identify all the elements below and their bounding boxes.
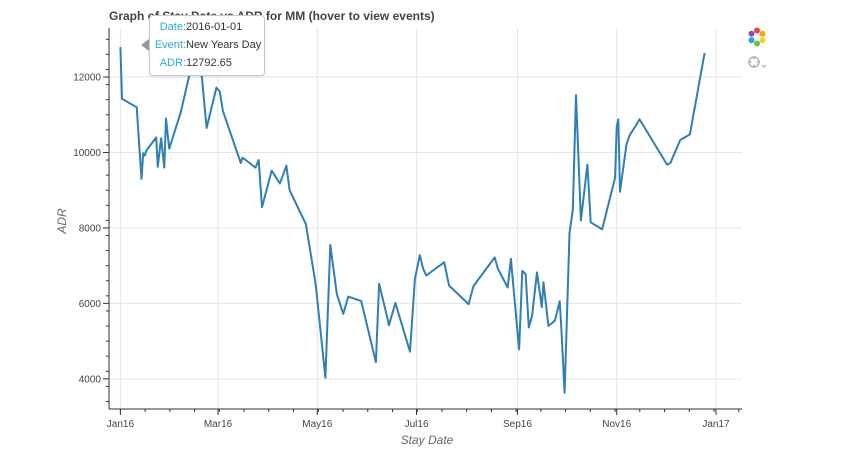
grid-lines: [109, 28, 742, 409]
x-tick-label: Jan16: [107, 419, 135, 430]
x-tick-label: Nov16: [602, 419, 631, 430]
tooltip-adr-value: 12792.65: [186, 57, 232, 69]
tick-labels: 4000 6000 8000 10000 12000 Jan16 Mar16 May16 Jul…: [73, 73, 730, 430]
tooltip-event-value: New Years Day: [186, 39, 262, 51]
series-line-adr[interactable]: [119, 47, 706, 394]
x-tick-label: Jul16: [405, 419, 429, 430]
y-tick-label: 8000: [79, 223, 102, 234]
series-line-layer[interactable]: [119, 47, 706, 394]
x-tick-label: Jan17: [702, 419, 730, 430]
y-tick-label: 12000: [73, 73, 101, 84]
y-tick-label: 6000: [79, 299, 102, 310]
tooltip-row-adr: ADR: 12792.65: [150, 56, 264, 70]
y-tick-label: 4000: [79, 374, 102, 385]
tooltip-row-event: Event: New Years Day: [150, 38, 264, 52]
x-axis-label: Stay Date: [401, 433, 454, 447]
tooltip-date-key: Date:: [159, 21, 186, 33]
tooltip-row-date: Date: 2016-01-01: [150, 20, 264, 34]
tooltip-pointer: [141, 39, 149, 51]
tooltip-event-key: Event:: [154, 39, 186, 51]
hover-tooltip: Date: 2016-01-01 Event: New Years Day AD…: [141, 15, 265, 76]
y-axis-label: ADR: [55, 208, 69, 235]
axes: [103, 28, 742, 415]
bokeh-logo-icon[interactable]: [747, 27, 767, 47]
x-tick-label: May16: [302, 419, 332, 430]
y-tick-label: 10000: [73, 148, 101, 159]
crosshair-hover-icon[interactable]: [747, 55, 769, 71]
x-tick-label: Mar16: [204, 419, 233, 430]
x-tick-label: Sep16: [503, 419, 532, 430]
tooltip-adr-key: ADR:: [159, 57, 186, 69]
tooltip-date-value: 2016-01-01: [186, 21, 243, 33]
